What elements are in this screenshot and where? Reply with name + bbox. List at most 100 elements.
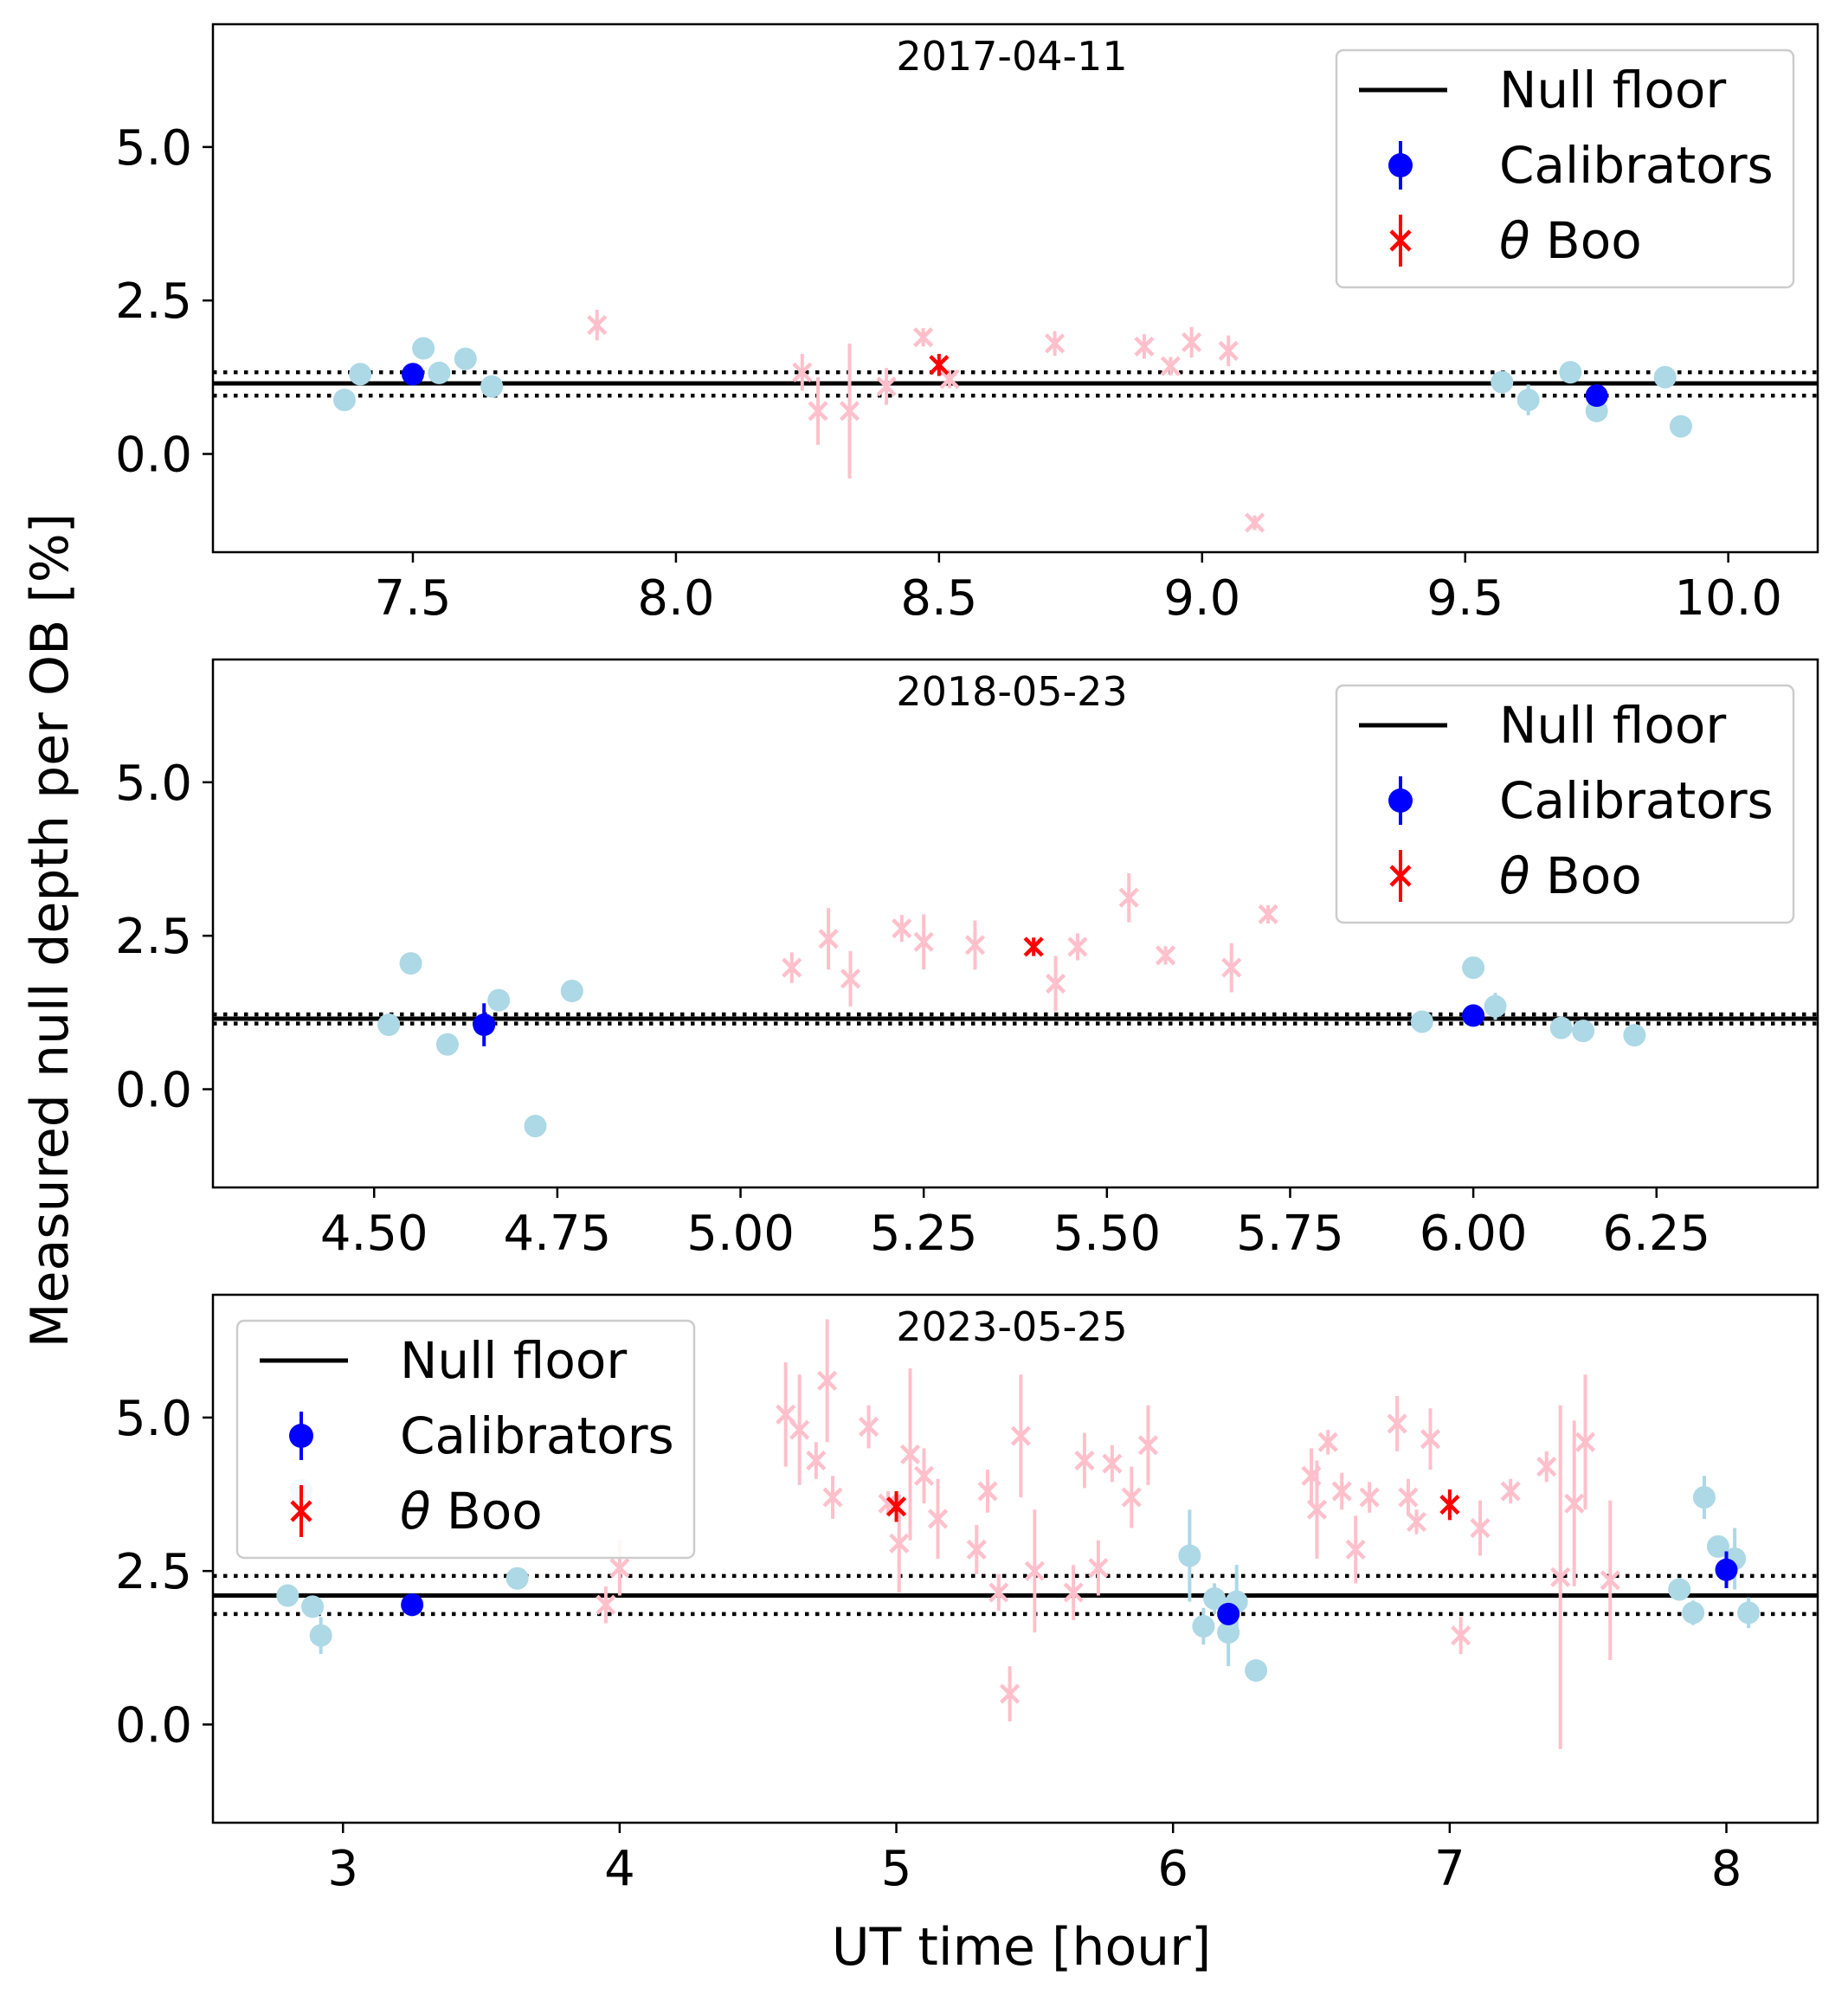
legend-target-marker: [1389, 229, 1412, 252]
target-point: [1345, 1539, 1366, 1560]
calibrator-point: [309, 1624, 332, 1647]
target-point: [782, 957, 802, 978]
target-point: [1044, 333, 1066, 354]
target-point: [1088, 1558, 1109, 1579]
target-point: [822, 1487, 843, 1508]
calibrator-highlight-point: [401, 363, 424, 386]
calibrator-point: [1178, 1544, 1201, 1567]
target-point: [596, 1594, 616, 1615]
target-point: [776, 1404, 796, 1425]
target-point: [839, 401, 860, 421]
panel-date-title: 2018-05-23: [896, 668, 1127, 715]
target-point: [889, 1533, 910, 1554]
target-point: [858, 1416, 879, 1438]
calibrator-point: [332, 389, 356, 412]
legend-target-symbol: θ: [1499, 846, 1530, 905]
axes-frame: [211, 23, 1819, 554]
calibrator-point: [1669, 415, 1692, 438]
legend-calibrator-marker: [289, 1424, 313, 1448]
calibrator-point: [1462, 956, 1485, 980]
x-tick-label: 5.50: [1053, 1206, 1161, 1262]
calibrator-point: [1572, 1020, 1595, 1043]
calibrator-point: [1217, 1621, 1240, 1644]
calibrator-point: [1410, 1010, 1433, 1033]
calibrator-point: [1737, 1601, 1761, 1625]
legend: Null floor Calibrators θ Boo: [235, 1319, 696, 1560]
axes-frame: [211, 658, 1819, 1189]
calibrator-point: [487, 988, 511, 1012]
y-axis-label: Measured null depth per OB [%]: [20, 513, 80, 1348]
calibrator-highlight-point: [1217, 1602, 1240, 1625]
legend-calibrators-label: Calibrators: [1499, 771, 1774, 830]
calibrator-point: [1491, 370, 1514, 394]
calibrator-point: [1192, 1615, 1215, 1638]
calibrator-highlight-point: [473, 1013, 496, 1037]
target-point: [1118, 887, 1139, 908]
y-tick-label: 2.5: [115, 1544, 192, 1600]
calibrator-point: [1653, 365, 1677, 389]
target-point: [818, 929, 839, 949]
legend-target-label: θ Boo: [1499, 211, 1642, 270]
target-point: [1406, 1511, 1427, 1533]
legend-null-floor-label: Null floor: [400, 1331, 627, 1390]
target-point: [1387, 1413, 1407, 1434]
calibrator-point: [1623, 1024, 1646, 1047]
y-tick-label: 5.0: [115, 120, 192, 177]
legend-target-symbol: θ: [1499, 211, 1530, 270]
target-point: [1000, 1683, 1021, 1704]
calibrator-point: [1549, 1016, 1573, 1039]
x-tick-label: 8: [1711, 1841, 1742, 1897]
x-tick-label: 4.75: [504, 1206, 612, 1262]
legend: Null floor Calibrators θ Boo: [1335, 684, 1795, 924]
target-point: [913, 1465, 935, 1486]
calibrator-point: [428, 361, 451, 384]
calibrator-point: [1692, 1486, 1716, 1509]
target-point: [1258, 904, 1278, 924]
calibrator-point: [349, 363, 372, 386]
calibrator-point: [399, 952, 422, 975]
x-tick-label: 3: [327, 1841, 358, 1897]
calibrator-point: [505, 1567, 529, 1590]
plot-area: [213, 309, 1818, 533]
target-point: [587, 314, 608, 336]
calibrator-highlight-point: [401, 1593, 424, 1617]
x-tick-label: 8.0: [637, 570, 714, 627]
y-tick-label: 0.0: [115, 1698, 192, 1754]
target-point: [939, 369, 960, 389]
calibrator-point: [1484, 994, 1507, 1018]
target-point: [1155, 945, 1176, 966]
target-point: [1306, 1499, 1328, 1520]
y-tick-label: 0.0: [115, 1063, 192, 1119]
target-point: [1121, 1487, 1142, 1508]
target-point: [1218, 340, 1239, 361]
x-tick-label: 6: [1157, 1841, 1188, 1897]
target-point: [876, 376, 897, 397]
target-point: [1574, 1432, 1596, 1452]
target-point: [1045, 973, 1066, 994]
target-point: [1067, 936, 1088, 957]
x-tick-label: 6.00: [1420, 1206, 1528, 1262]
target-point: [1470, 1517, 1491, 1539]
calibrator-point: [1203, 1587, 1227, 1611]
x-tick-label: 7: [1434, 1841, 1465, 1897]
calibrator-point: [412, 337, 435, 360]
target-point: [1010, 1425, 1031, 1446]
calibrator-point: [524, 1115, 547, 1138]
plot-area: [213, 1319, 1818, 1749]
legend-target-label: θ Boo: [1499, 846, 1642, 905]
legend-box: [235, 1319, 696, 1560]
legend-null-floor-label: Null floor: [1499, 61, 1726, 119]
calibrator-highlight-point: [1462, 1004, 1485, 1027]
panel-date-title: 2017-04-11: [896, 33, 1127, 80]
target-point: [1359, 1487, 1380, 1508]
target-point: [988, 1582, 1009, 1603]
y-tick-label: 2.5: [115, 273, 192, 330]
legend-box: [1335, 684, 1795, 924]
calibrator-point: [1559, 361, 1582, 384]
legend-target-marker: [1389, 865, 1412, 887]
legend-calibrators-label: Calibrators: [1499, 136, 1774, 195]
target-point: [913, 327, 934, 348]
legend-calibrators-label: Calibrators: [400, 1406, 674, 1465]
panel-2023-05-25: 3 4 5 6 7 8 0.0 2.5 5.0 2023-05-25 Null floor Calib…: [115, 1293, 1819, 1897]
plot-area: [213, 872, 1818, 1138]
